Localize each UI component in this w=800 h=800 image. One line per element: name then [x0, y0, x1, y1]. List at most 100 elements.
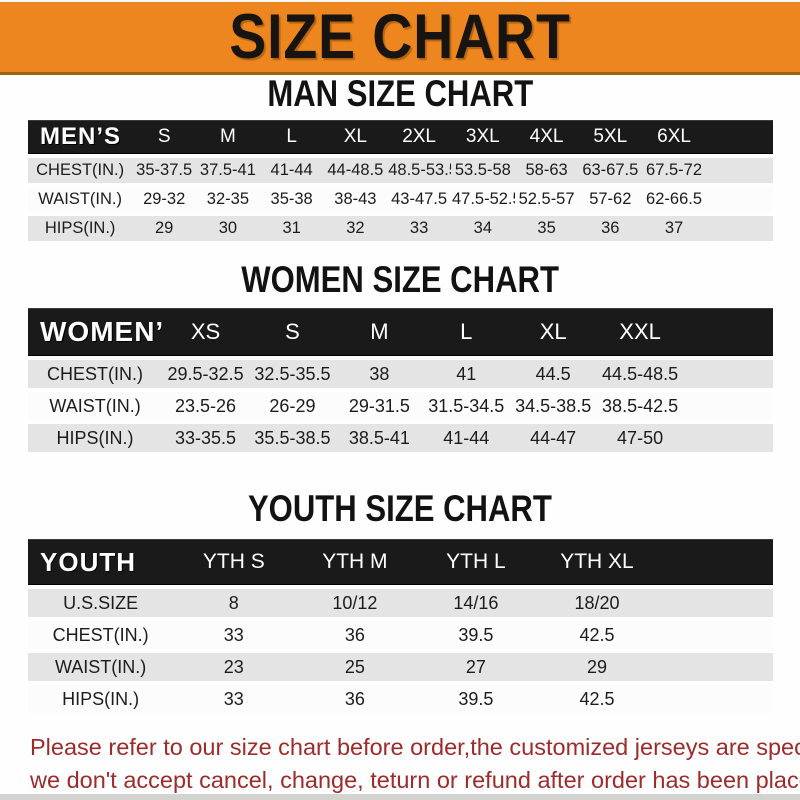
- table-row: CHEST(IN.) 29.5-32.5 32.5-35.5 38 41 44.5 44.5…: [28, 360, 773, 388]
- column-header: 5XL: [578, 120, 643, 154]
- size-cell-filler: [705, 216, 773, 241]
- column-header: YTH S: [173, 539, 295, 585]
- row-label: HIPS(IN.): [28, 424, 163, 452]
- row-label: WAIST(IN.): [28, 653, 174, 681]
- size-cell: 27: [415, 653, 537, 681]
- column-header: YTH M: [294, 539, 416, 585]
- size-cell: 26-29: [249, 392, 336, 420]
- size-cell: 25: [294, 653, 416, 681]
- size-cell: 53.5-58: [450, 158, 515, 183]
- size-cell: 38: [335, 360, 423, 388]
- youth-table-label: YOUTH: [28, 539, 174, 585]
- size-cell: 8: [173, 589, 295, 617]
- size-cell: 67.5-72: [642, 158, 706, 183]
- size-chart-sections: MAN SIZE CHART MEN’S S M L XL 2XL 3XL 4XL 5XL 6XL C…: [0, 75, 800, 717]
- footer-line-1: Please refer to our size chart before or…: [30, 734, 800, 760]
- size-cell-filler: [683, 392, 773, 420]
- column-header: 6XL: [642, 120, 706, 154]
- size-cell: 35.5-38.5: [249, 424, 336, 452]
- column-header: L: [422, 308, 510, 356]
- size-cell: 32-35: [196, 187, 260, 212]
- column-header: S: [249, 308, 336, 356]
- size-cell: 39.5: [415, 685, 537, 713]
- size-cell: 32: [323, 216, 388, 241]
- column-header: 2XL: [387, 120, 451, 154]
- women-header-row: WOMEN’SXSSMLXLXXL: [28, 308, 773, 356]
- size-cell: 33: [387, 216, 451, 241]
- size-cell: 35-37.5: [132, 158, 197, 183]
- size-cell: 42.5: [536, 685, 658, 713]
- table-row: WAIST(IN.) 23 25 27 29: [28, 653, 773, 681]
- size-cell: 29-32: [132, 187, 197, 212]
- size-cell: 42.5: [536, 621, 658, 649]
- size-cell: 41-44: [259, 158, 324, 183]
- size-cell: 47-50: [596, 424, 684, 452]
- size-cell: 23: [173, 653, 295, 681]
- size-cell: 33: [173, 621, 295, 649]
- size-cell: 58-63: [514, 158, 579, 183]
- size-cell: 29-31.5: [335, 392, 423, 420]
- row-label: CHEST(IN.): [28, 360, 163, 388]
- size-cell: 31: [259, 216, 324, 241]
- size-cell: 10/12: [294, 589, 416, 617]
- size-cell: 48.5-53.5: [387, 158, 451, 183]
- size-cell: 29: [132, 216, 197, 241]
- size-cell: 47.5-52.5: [450, 187, 515, 212]
- size-cell: 29: [536, 653, 658, 681]
- row-label: U.S.SIZE: [28, 589, 174, 617]
- size-cell: 44-48.5: [323, 158, 388, 183]
- size-cell-filler: [657, 589, 773, 617]
- size-cell-filler: [683, 360, 773, 388]
- size-cell: 33-35.5: [162, 424, 249, 452]
- column-header: YTH L: [415, 539, 537, 585]
- column-header: XS: [162, 308, 249, 356]
- size-cell: 38-43: [323, 187, 388, 212]
- size-cell: 34.5-38.5: [509, 392, 597, 420]
- size-cell: 23.5-26: [162, 392, 249, 420]
- column-header: S: [132, 120, 197, 154]
- size-cell: 33: [173, 685, 295, 713]
- size-cell: 30: [196, 216, 260, 241]
- column-header: 3XL: [450, 120, 515, 154]
- size-cell-filler: [705, 187, 773, 212]
- women-section-title-text: WOMEN SIZE CHART: [241, 259, 559, 300]
- table-row: CHEST(IN.) 33 36 39.5 42.5: [28, 621, 773, 649]
- size-cell: 29.5-32.5: [162, 360, 249, 388]
- size-cell: 36: [294, 621, 416, 649]
- size-cell: 43-47.5: [387, 187, 451, 212]
- row-label: CHEST(IN.): [28, 158, 133, 183]
- table-row: WAIST(IN.) 23.5-26 26-29 29-31.5 31.5-34.5 34…: [28, 392, 773, 420]
- men-section-title-text: MAN SIZE CHART: [267, 73, 533, 114]
- footer-line-2: we don't accept cancel, change, teturn o…: [30, 767, 800, 793]
- size-cell: 37: [642, 216, 706, 241]
- column-header: XL: [323, 120, 388, 154]
- row-label: HIPS(IN.): [28, 685, 174, 713]
- men-header-row: MEN’S S M L XL 2XL 3XL 4XL 5XL 6XL: [28, 120, 773, 154]
- column-header: M: [196, 120, 260, 154]
- women-section-title: WOMEN SIZE CHART: [0, 261, 800, 298]
- table-row: HIPS(IN.) 29 30 31 32 33 34 35 36 37: [28, 216, 773, 241]
- size-cell-filler: [657, 685, 773, 713]
- size-cell: 57-62: [578, 187, 643, 212]
- column-header: XXL: [596, 308, 684, 356]
- men-section-title: MAN SIZE CHART: [0, 75, 800, 112]
- column-header: 4XL: [514, 120, 579, 154]
- column-header-filler: [657, 539, 773, 585]
- row-label: CHEST(IN.): [28, 621, 174, 649]
- youth-size-table: YOUTH YTH S YTH M YTH L YTH XL U.S.SIZE 8 10/12…: [28, 535, 773, 717]
- size-cell: 39.5: [415, 621, 537, 649]
- youth-section-title: YOUTH SIZE CHART: [0, 490, 800, 527]
- size-cell: 37.5-41: [196, 158, 260, 183]
- size-cell: 38.5-42.5: [596, 392, 684, 420]
- men-size-table: MEN’S S M L XL 2XL 3XL 4XL 5XL 6XL CHEST(IN.) 35-37…: [28, 116, 773, 245]
- column-header-filler: [683, 308, 773, 356]
- column-header: XL: [509, 308, 597, 356]
- women-table-label: WOMEN’S: [28, 308, 163, 356]
- men-table-label: MEN’S: [28, 120, 133, 154]
- size-cell-filler: [683, 424, 773, 452]
- banner: SIZE CHART: [0, 0, 800, 75]
- size-cell-filler: [657, 653, 773, 681]
- row-label: HIPS(IN.): [28, 216, 133, 241]
- size-cell: 62-66.5: [642, 187, 706, 212]
